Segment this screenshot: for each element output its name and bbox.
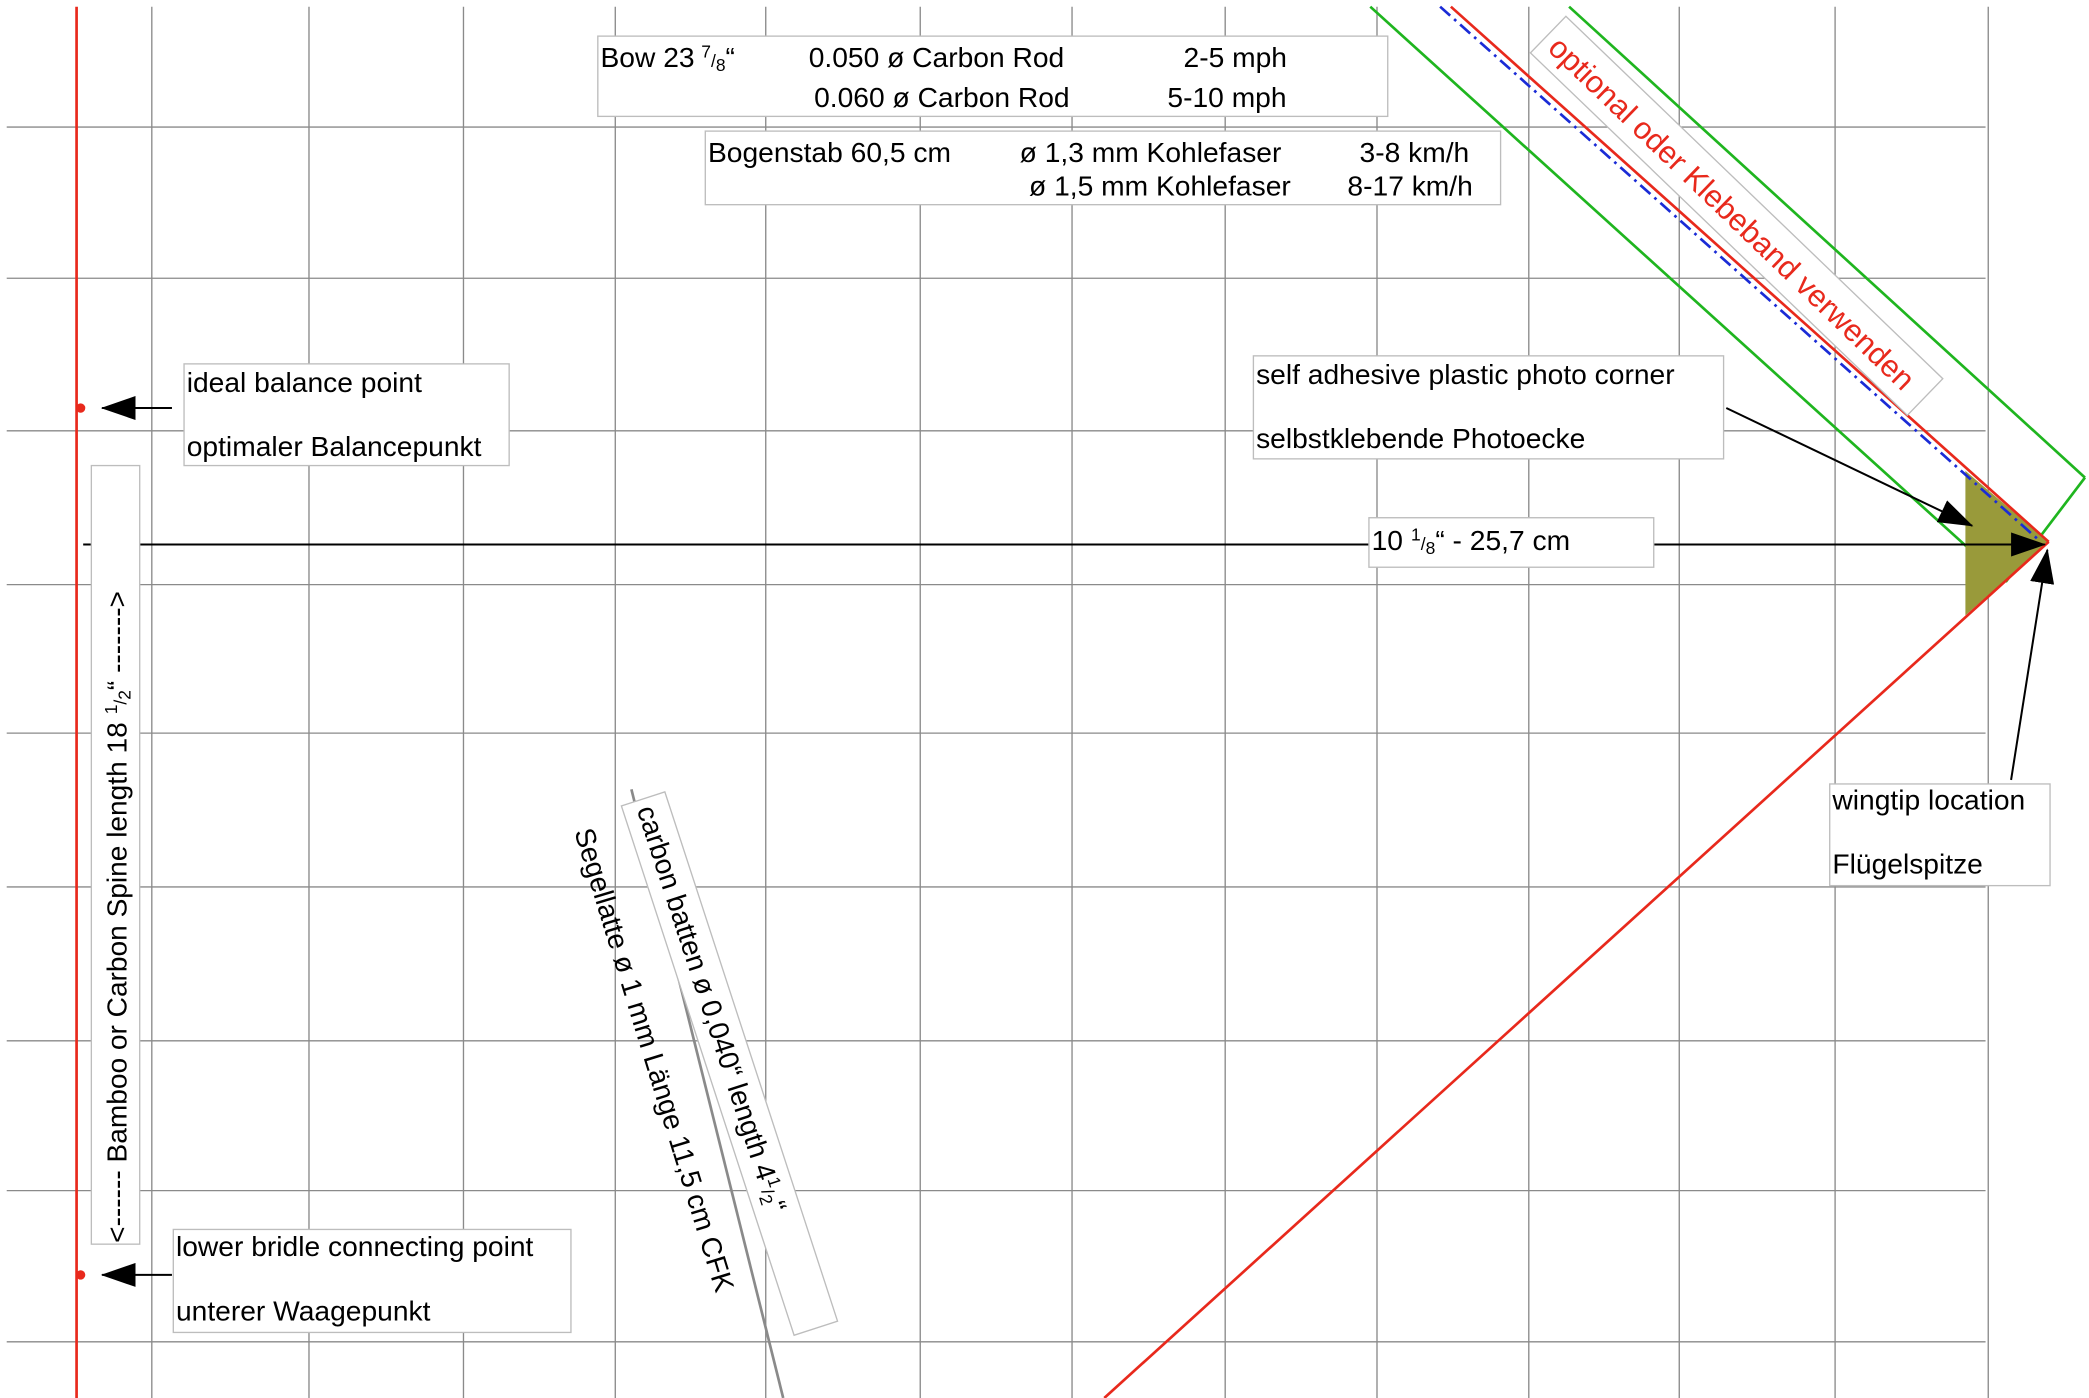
- bow-spec-box: Bow 23 7/8“ 0.050 ø Carbon Rod 2-5 mph 0.…: [597, 35, 1389, 118]
- wingtip-arrow: [2010, 548, 2055, 781]
- width-label-box: 10 1/8“ - 25,7 cm: [1368, 517, 1655, 568]
- balance-en: ideal balance point: [187, 367, 422, 398]
- bridle-point-dot: [75, 1270, 86, 1280]
- bogenstab-rod-1: ø 1,3 mm Kohlefaser: [1020, 137, 1282, 168]
- bow-rod-1: 0.050 ø Carbon Rod: [809, 42, 1065, 73]
- wingtip-box: wingtip location Flügelspitze: [1829, 783, 2051, 887]
- bow-label: Bow 23: [601, 42, 695, 73]
- svg-text:Bow 237/8“: Bow 23 7/8“: [601, 42, 735, 75]
- photo-corner-en: self adhesive plastic photo corner: [1256, 359, 1675, 390]
- bogenstab-rod-2: ø 1,5 mm Kohlefaser: [1029, 170, 1291, 201]
- grid: [6, 6, 1989, 1398]
- photo-corner-de: selbstklebende Photoecke: [1256, 423, 1585, 454]
- balance-point-dot: [75, 403, 86, 413]
- bow-rod-2: 0.060 ø Carbon Rod: [814, 82, 1070, 113]
- leading-edge-upper: [1449, 5, 2050, 543]
- photo-corner-shape: [1965, 470, 2049, 616]
- bogenstab-label: Bogenstab 60,5 cm: [708, 137, 951, 168]
- bogenstab-speed-2: 8-17 km/h: [1347, 170, 1472, 201]
- balance-de: optimaler Balancepunkt: [187, 431, 482, 462]
- bogenstab-spec-box: Bogenstab 60,5 cm ø 1,3 mm Kohlefaser 3-…: [704, 130, 1502, 206]
- width-label: 10 1/8“ - 25,7 cm: [1372, 525, 1570, 558]
- photo-corner-box: self adhesive plastic photo corner selbs…: [1252, 355, 1725, 460]
- bridle-en: lower bridle connecting point: [176, 1231, 534, 1262]
- balance-point-box: ideal balance point optimaler Balancepun…: [183, 363, 510, 467]
- bridle-point-box: lower bridle connecting point unterer Wa…: [172, 1228, 572, 1334]
- spine-label-box: <------ Bamboo or Carbon Spine length 18…: [90, 464, 141, 1245]
- blue-dash-line: [1439, 5, 2041, 542]
- photo-corner-arrow: [1725, 407, 1974, 527]
- bridle-de: unterer Waagepunkt: [176, 1295, 431, 1326]
- bogenstab-speed-1: 3-8 km/h: [1360, 137, 1470, 168]
- bow-speed-2: 5-10 mph: [1167, 82, 1286, 113]
- bow-speed-1: 2-5 mph: [1184, 42, 1287, 73]
- leading-edge-lower: [1103, 540, 2050, 1398]
- wingtip-de: Flügelspitze: [1832, 849, 1982, 880]
- wingtip-en: wingtip location: [1831, 784, 2025, 815]
- spine-label: <------ Bamboo or Carbon Spine length 18…: [101, 591, 134, 1243]
